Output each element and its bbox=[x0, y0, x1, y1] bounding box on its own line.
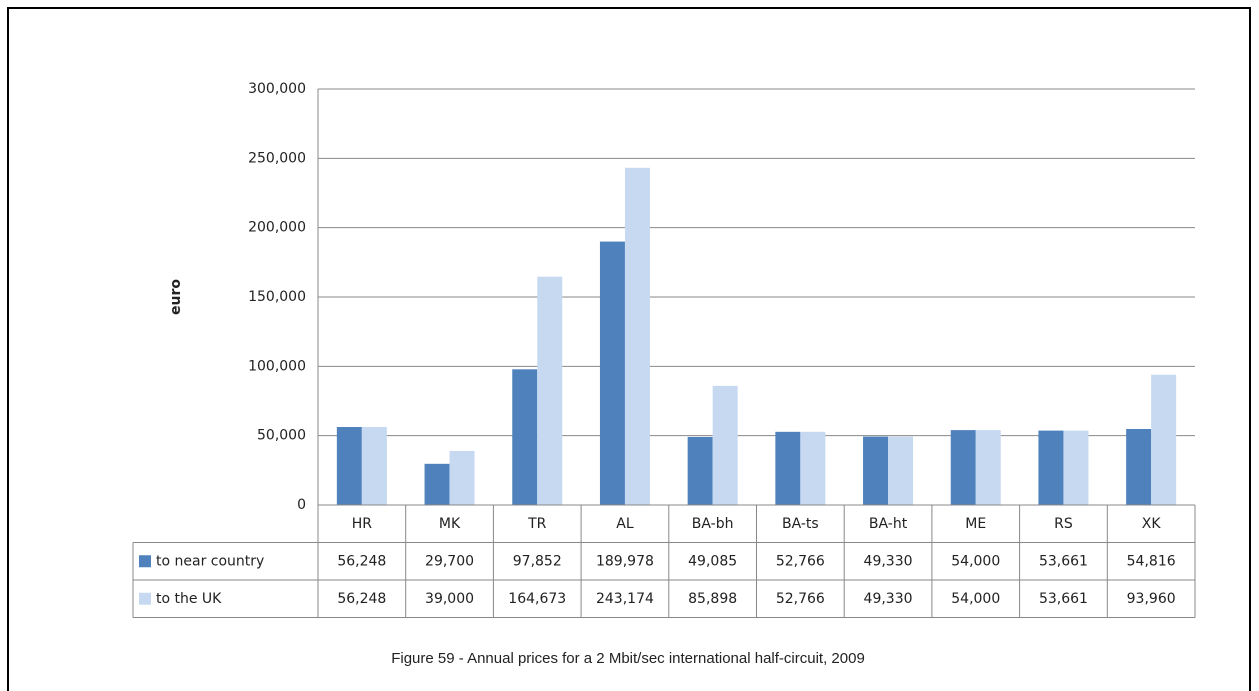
table-value: 52,766 bbox=[776, 553, 825, 569]
table-value: 54,816 bbox=[1127, 553, 1176, 569]
bar bbox=[624, 167, 650, 506]
bar bbox=[863, 436, 889, 505]
bar bbox=[1126, 428, 1152, 505]
y-axis-label: euro bbox=[168, 279, 184, 315]
bar bbox=[775, 431, 801, 505]
bar bbox=[512, 369, 538, 505]
y-tick-label: 50,000 bbox=[257, 428, 306, 444]
bar bbox=[687, 436, 713, 505]
bar bbox=[800, 431, 826, 505]
table-value: 97,852 bbox=[513, 553, 562, 569]
caption: Figure 59 - Annual prices for a 2 Mbit/s… bbox=[391, 650, 865, 667]
frame bbox=[7, 7, 1251, 691]
bar bbox=[449, 450, 475, 505]
bar bbox=[1038, 430, 1064, 505]
bar bbox=[712, 385, 738, 505]
table-value: 49,330 bbox=[864, 553, 913, 569]
table-value: 56,248 bbox=[337, 591, 386, 607]
legend-label: to near country bbox=[156, 553, 264, 569]
y-tick-label: 200,000 bbox=[248, 220, 306, 236]
table-value: 53,661 bbox=[1039, 591, 1088, 607]
table-value: 52,766 bbox=[776, 591, 825, 607]
bar bbox=[361, 427, 387, 505]
table-value: 56,248 bbox=[337, 553, 386, 569]
table-value: 49,330 bbox=[864, 591, 913, 607]
x-tick-label: BA-ht bbox=[869, 516, 908, 532]
y-tick-label: 0 bbox=[297, 497, 306, 513]
table-value: 54,000 bbox=[951, 553, 1000, 569]
bar bbox=[1151, 374, 1177, 505]
table-value: 243,174 bbox=[596, 591, 654, 607]
bar bbox=[975, 430, 1001, 505]
legend-swatch bbox=[139, 555, 151, 568]
bar bbox=[424, 463, 450, 505]
x-tick-label: RS bbox=[1054, 516, 1073, 532]
table-value: 189,978 bbox=[596, 553, 654, 569]
table-value: 164,673 bbox=[508, 591, 566, 607]
table-value: 53,661 bbox=[1039, 553, 1088, 569]
x-tick-label: BA-ts bbox=[782, 516, 819, 532]
table-value: 93,960 bbox=[1127, 591, 1176, 607]
x-tick-label: XK bbox=[1142, 516, 1162, 532]
bar bbox=[950, 430, 976, 505]
table-value: 85,898 bbox=[688, 591, 737, 607]
x-tick-label: HR bbox=[352, 516, 373, 532]
bar bbox=[537, 276, 563, 505]
y-tick-label: 150,000 bbox=[248, 289, 306, 305]
x-tick-label: ME bbox=[965, 516, 986, 532]
x-tick-label: MK bbox=[439, 516, 461, 532]
x-tick-label: AL bbox=[616, 516, 634, 532]
legend-label: to the UK bbox=[156, 591, 222, 607]
bar bbox=[336, 427, 362, 505]
table-value: 49,085 bbox=[688, 553, 737, 569]
bar bbox=[888, 436, 914, 505]
y-tick-label: 250,000 bbox=[248, 150, 306, 166]
x-tick-label: BA-bh bbox=[692, 516, 734, 532]
bar bbox=[599, 241, 625, 505]
table-value: 29,700 bbox=[425, 553, 474, 569]
legend-swatch bbox=[139, 592, 151, 605]
y-tick-label: 100,000 bbox=[248, 358, 306, 374]
table-value: 39,000 bbox=[425, 591, 474, 607]
bar bbox=[1063, 430, 1089, 505]
table-value: 54,000 bbox=[951, 591, 1000, 607]
x-tick-label: TR bbox=[527, 516, 547, 532]
y-tick-label: 300,000 bbox=[248, 81, 306, 97]
